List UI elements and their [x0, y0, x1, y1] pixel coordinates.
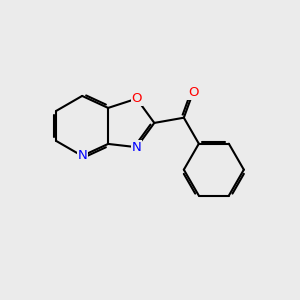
Text: N: N	[132, 141, 142, 154]
Text: O: O	[131, 92, 142, 105]
Text: N: N	[77, 149, 87, 162]
Text: O: O	[188, 86, 198, 99]
